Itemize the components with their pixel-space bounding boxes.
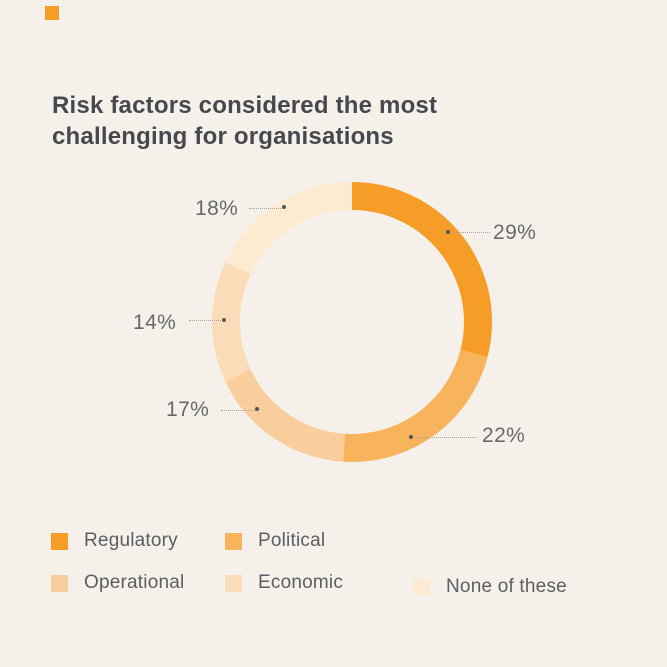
legend-label: Operational (84, 572, 185, 593)
chart-title: Risk factors considered the most challen… (52, 92, 438, 150)
leader-dot (409, 435, 413, 439)
percent-label-economic: 14% (133, 311, 177, 334)
donut-segment-none-of-these (212, 182, 492, 462)
percent-label-regulatory: 29% (493, 221, 537, 244)
leader-dot (282, 205, 286, 209)
percent-label-political: 22% (482, 424, 526, 447)
donut-segment-political (212, 182, 492, 462)
leader-line (249, 208, 281, 209)
legend-swatch-political (225, 532, 242, 550)
legend-swatch-regulatory (51, 532, 68, 550)
leader-line (452, 232, 490, 233)
legend-swatch-none-of-these (413, 578, 430, 596)
legend-item-economic: Economic (225, 572, 343, 594)
legend-item-operational: Operational (51, 572, 184, 594)
legend-swatch-operational (51, 574, 68, 592)
leader-line (417, 437, 477, 438)
brand-mark (45, 6, 59, 20)
legend-item-regulatory: Regulatory (51, 530, 178, 552)
legend-item-none-of-these: None of these (413, 576, 567, 598)
legend-swatch-economic (225, 574, 242, 592)
leader-line (221, 410, 255, 411)
legend-item-political: Political (225, 530, 325, 552)
percent-label-operational: 17% (166, 398, 210, 421)
leader-dot (255, 407, 259, 411)
donut-svg (212, 182, 492, 462)
percent-label-none-of-these: 18% (195, 197, 239, 220)
legend-label: None of these (446, 576, 567, 597)
legend-label: Economic (258, 572, 344, 593)
leader-dot (222, 318, 226, 322)
donut-segment-economic (212, 182, 492, 462)
leader-line (189, 320, 221, 321)
legend-label: Political (258, 530, 326, 551)
leader-dot (446, 230, 450, 234)
legend-label: Regulatory (84, 530, 178, 551)
